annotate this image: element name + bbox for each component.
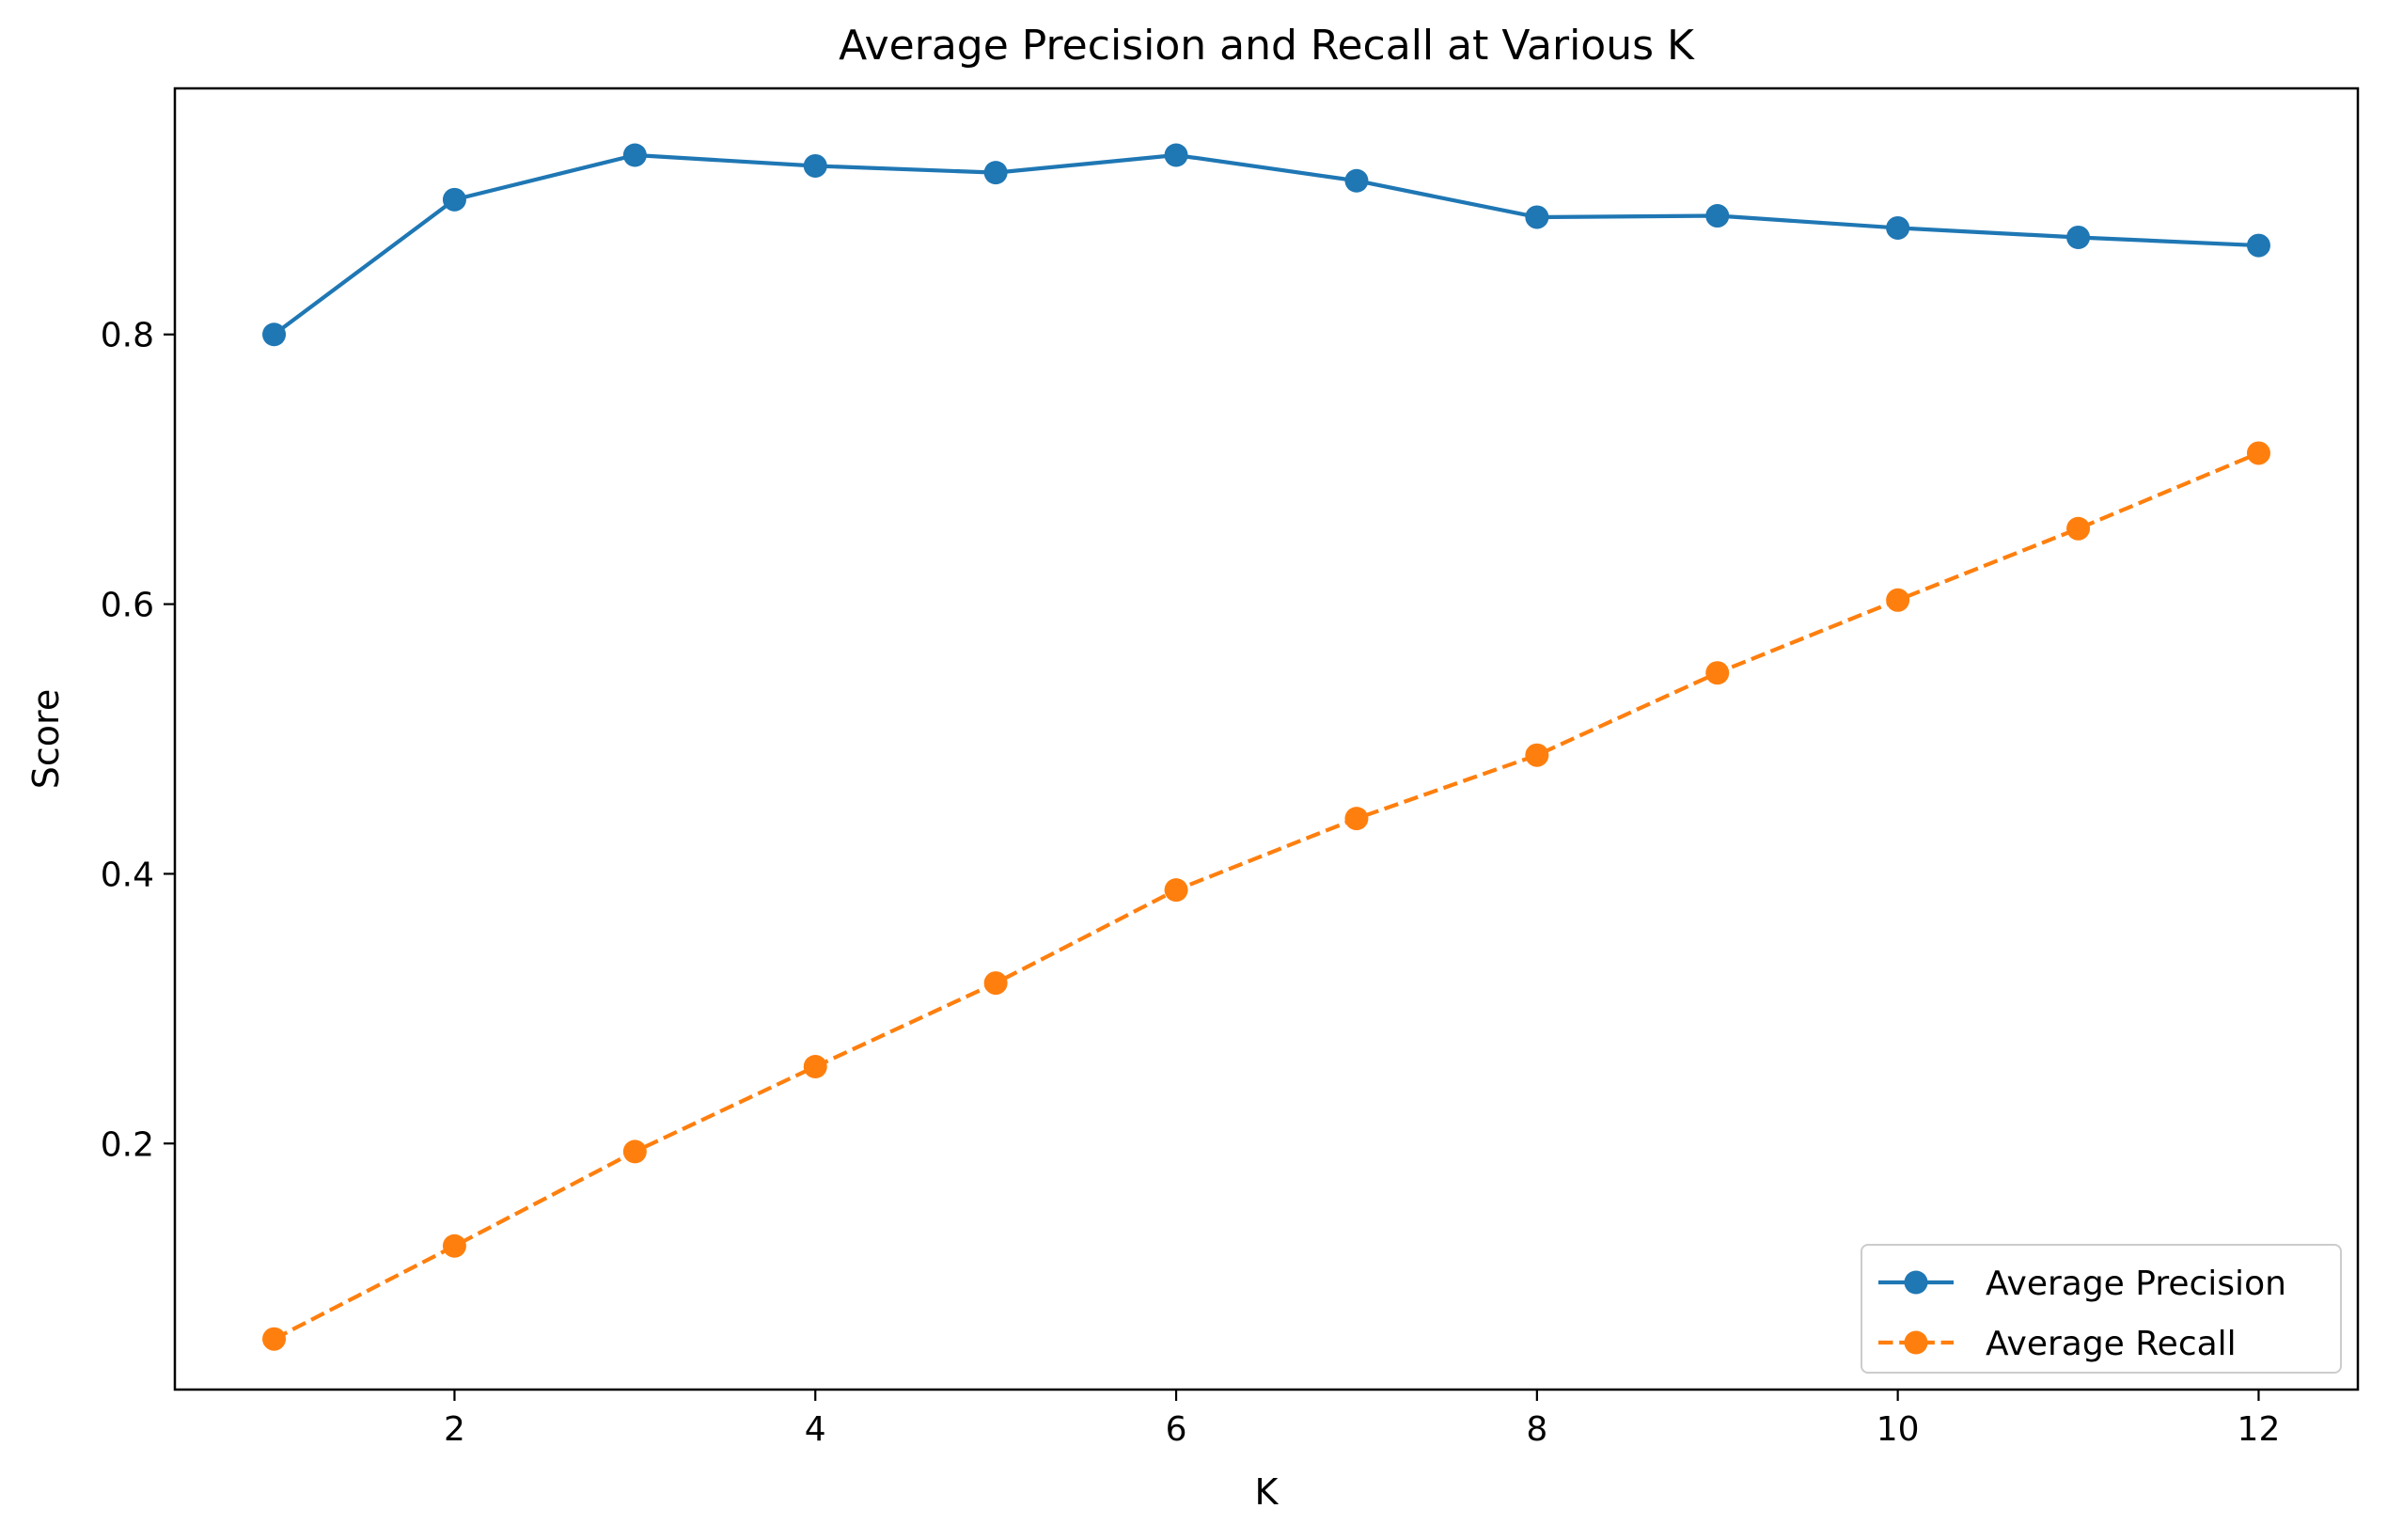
x-tick-label: 12 (2238, 1410, 2281, 1449)
x-tick-label: 10 (1877, 1410, 1920, 1449)
data-point (262, 1327, 287, 1351)
data-point (1886, 215, 1910, 240)
x-tick-label: 6 (1166, 1410, 1187, 1449)
x-axis: 2 4 6 8 10 12 (444, 1390, 2280, 1449)
y-axis: 0.2 0.4 0.6 0.8 (101, 317, 175, 1164)
data-point (1344, 807, 1369, 831)
x-tick-label: 8 (1526, 1410, 1547, 1449)
data-point (1886, 588, 1910, 612)
series-line (273, 152, 2259, 337)
legend: Average Precision Average Recall (1861, 1244, 2342, 1374)
x-tick-label: 2 (444, 1410, 465, 1449)
y-tick-label: 0.6 (101, 587, 154, 625)
data-point (1164, 878, 1188, 903)
legend-marker (1904, 1270, 1928, 1295)
data-point (1705, 661, 1730, 685)
data-point (622, 1139, 647, 1164)
data-point (442, 1234, 466, 1258)
legend-item: Average Precision (1878, 1265, 2286, 1303)
legend-label: Average Recall (1986, 1325, 2237, 1363)
data-point (2066, 516, 2091, 541)
y-tick-label: 0.2 (101, 1125, 154, 1164)
data-point (983, 161, 1008, 185)
data-point (2066, 225, 2091, 249)
legend-box (1861, 1244, 2342, 1374)
data-point (262, 322, 287, 347)
legend-label: Average Precision (1986, 1265, 2286, 1303)
data-point (1705, 204, 1730, 228)
x-tick-label: 4 (805, 1410, 826, 1449)
data-point (1164, 143, 1188, 167)
data-point (983, 971, 1008, 996)
y-axis-label: Score (25, 689, 67, 789)
series-average-precision (262, 143, 2270, 347)
series-layer (262, 143, 2270, 1351)
y-tick-label: 0.4 (101, 856, 154, 894)
data-point (622, 143, 647, 167)
data-point (803, 1055, 827, 1079)
data-point (2246, 441, 2270, 465)
y-tick-label: 0.8 (101, 317, 154, 355)
data-point (1525, 743, 1549, 767)
data-point (1525, 205, 1549, 229)
x-axis-label: K (1255, 1471, 1280, 1513)
chart-title: Average Precision and Recall at Various … (839, 22, 1695, 70)
legend-marker (1904, 1330, 1928, 1355)
data-point (2246, 233, 2270, 258)
plot-frame (173, 86, 2360, 1391)
series-line (273, 451, 2260, 1342)
series-average-recall (262, 441, 2270, 1351)
data-point (803, 153, 827, 178)
data-point (1344, 168, 1369, 193)
data-point (442, 187, 466, 212)
legend-item: Average Recall (1878, 1325, 2237, 1363)
